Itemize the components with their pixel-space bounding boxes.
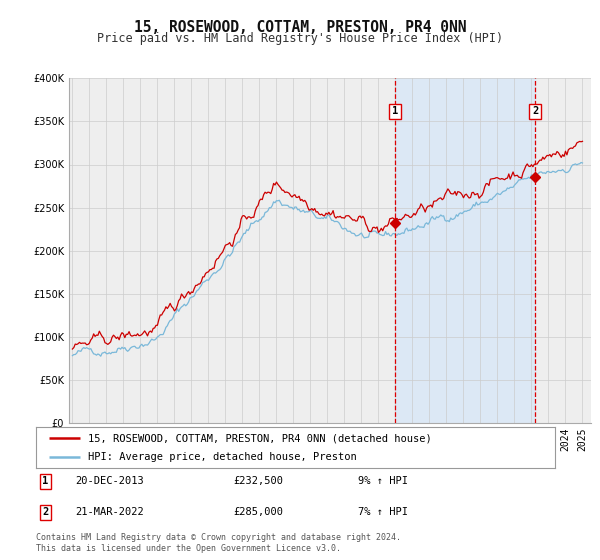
Text: £285,000: £285,000 — [233, 507, 283, 517]
Text: Price paid vs. HM Land Registry's House Price Index (HPI): Price paid vs. HM Land Registry's House … — [97, 32, 503, 45]
Text: 1: 1 — [392, 106, 398, 116]
Text: HPI: Average price, detached house, Preston: HPI: Average price, detached house, Pres… — [88, 452, 356, 461]
Text: 2: 2 — [42, 507, 49, 517]
Text: £232,500: £232,500 — [233, 477, 283, 487]
Text: 2: 2 — [532, 106, 538, 116]
Text: 15, ROSEWOOD, COTTAM, PRESTON, PR4 0NN: 15, ROSEWOOD, COTTAM, PRESTON, PR4 0NN — [134, 20, 466, 35]
Text: 9% ↑ HPI: 9% ↑ HPI — [358, 477, 408, 487]
Text: 1: 1 — [42, 477, 49, 487]
Text: Contains HM Land Registry data © Crown copyright and database right 2024.
This d: Contains HM Land Registry data © Crown c… — [36, 533, 401, 553]
Text: 7% ↑ HPI: 7% ↑ HPI — [358, 507, 408, 517]
Text: 15, ROSEWOOD, COTTAM, PRESTON, PR4 0NN (detached house): 15, ROSEWOOD, COTTAM, PRESTON, PR4 0NN (… — [88, 433, 431, 443]
Text: 21-MAR-2022: 21-MAR-2022 — [75, 507, 143, 517]
Text: 20-DEC-2013: 20-DEC-2013 — [75, 477, 143, 487]
Bar — [395, 78, 535, 423]
